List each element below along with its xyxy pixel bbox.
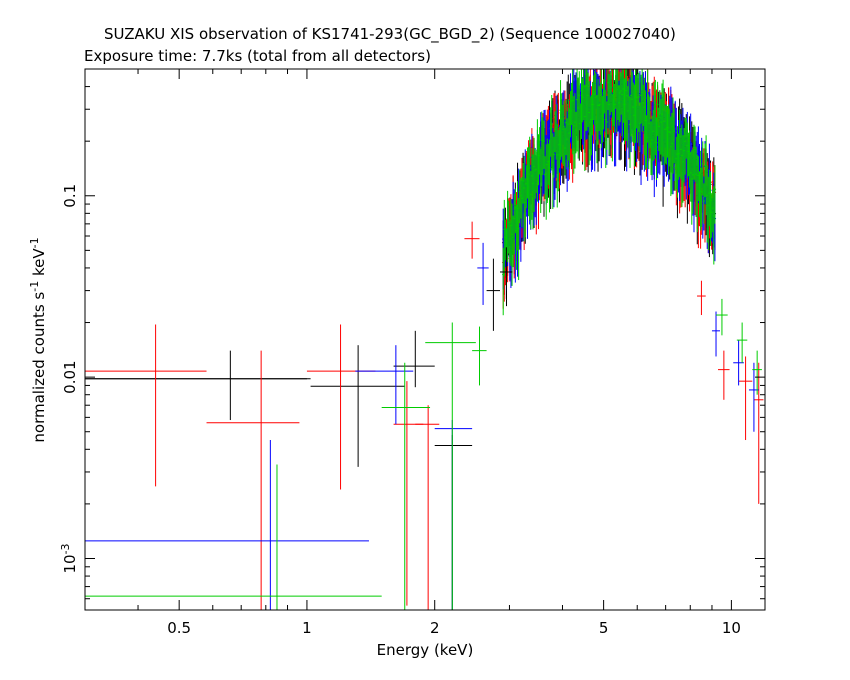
chart-title: SUZAKU XIS observation of KS1741-293(GC_…: [104, 25, 676, 44]
dense-spectrum-band: [502, 69, 717, 316]
series-3: [85, 298, 762, 610]
x-tick-label: 10: [722, 619, 741, 637]
y-tick-label: 10-3: [59, 543, 80, 573]
series-1: [85, 221, 764, 610]
x-tick-label: 0.5: [167, 619, 191, 637]
y-tick-label-base: 10: [61, 554, 79, 573]
y-axis-label: normalized counts s-1 keV-1: [28, 237, 49, 442]
chart-subtitle: Exposure time: 7.7ks (total from all det…: [84, 47, 431, 65]
data-points: [85, 69, 764, 610]
y-tick-label: 0.01: [61, 360, 79, 393]
y-tick-label: 0.1: [61, 184, 79, 208]
x-axis-label: Energy (keV): [377, 641, 474, 659]
plot-frame: [84, 68, 766, 611]
y-tick-label-base: 0.1: [61, 184, 79, 208]
series-2: [85, 242, 759, 610]
y-axis-label-unit: keV: [30, 248, 48, 281]
x-tick-label: 2: [430, 619, 440, 637]
y-axis-label-exp2: -1: [28, 237, 41, 248]
y-axis-label-main: normalized counts s: [30, 292, 48, 443]
y-tick-label-exp: -3: [59, 543, 72, 554]
y-tick-label-base: 0.01: [61, 360, 79, 393]
x-tick-label: 1: [302, 619, 312, 637]
y-axis-label-exp1: -1: [28, 281, 41, 292]
x-tick-label: 5: [599, 619, 609, 637]
